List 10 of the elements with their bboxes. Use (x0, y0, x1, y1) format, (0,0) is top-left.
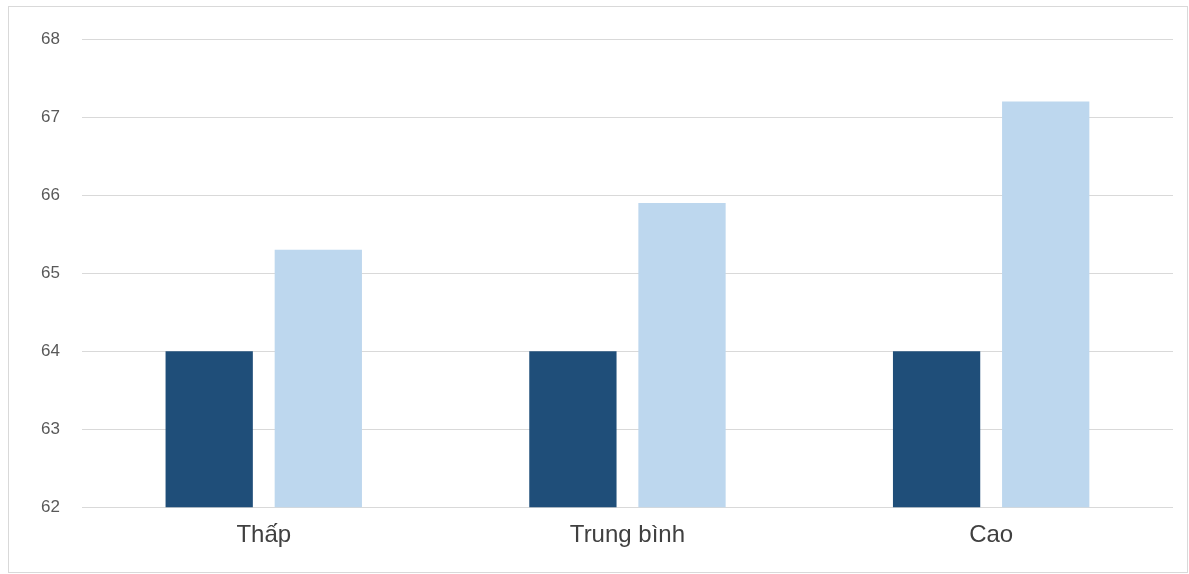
y-tick-label: 67 (40, 106, 60, 126)
x-tick-label: Trung bình (569, 520, 686, 548)
y-tick-label: 62 (40, 496, 60, 516)
y-tick-label: 66 (40, 184, 60, 204)
y-tick-label: 68 (40, 28, 60, 48)
x-tick-label: Thấp (236, 520, 292, 548)
x-tick-label: Cao (969, 520, 1014, 548)
y-tick-label: 63 (40, 418, 60, 438)
y-tick-label: 65 (40, 262, 60, 282)
y-tick-label: 64 (40, 340, 60, 360)
